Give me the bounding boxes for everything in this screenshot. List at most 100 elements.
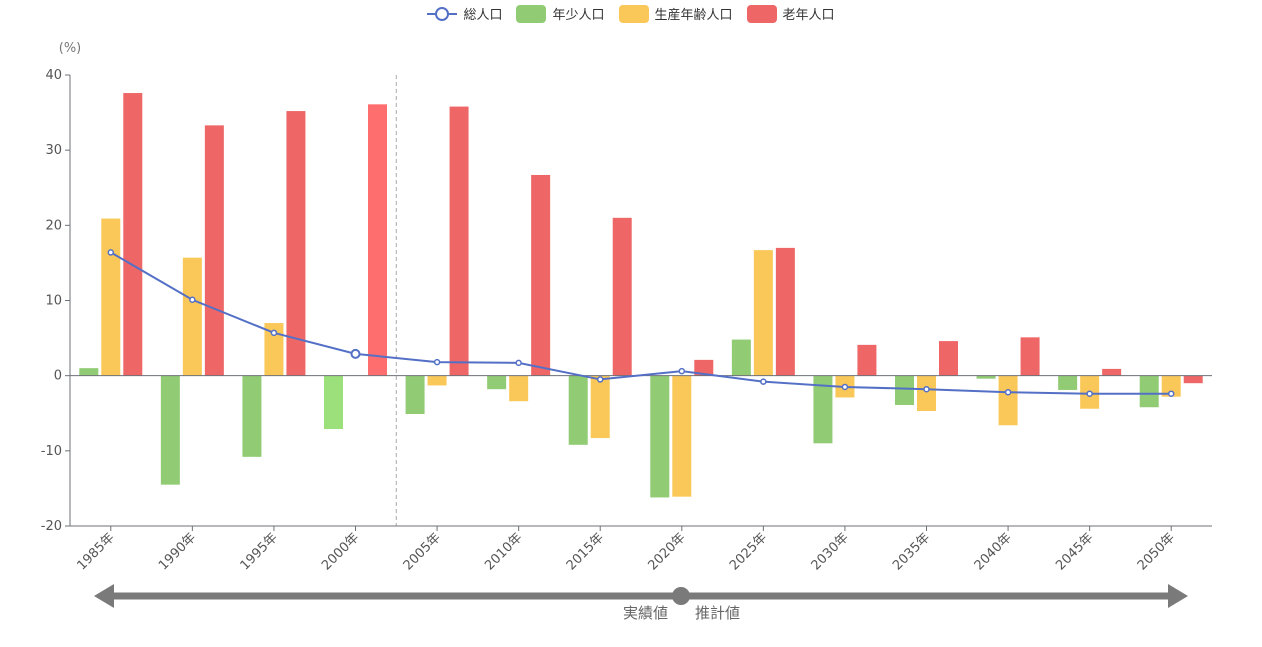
bar-working[interactable] — [264, 323, 284, 376]
total-point[interactable] — [923, 385, 930, 393]
bar-working[interactable] — [917, 375, 936, 411]
total-point[interactable] — [1167, 390, 1175, 397]
bar-elderly[interactable] — [286, 111, 306, 376]
actual-values-label: 実績値 — [623, 604, 668, 622]
legend-bar-swatch — [618, 4, 649, 23]
bar-elderly[interactable] — [1183, 375, 1203, 384]
x-tick-label: 1995年 — [238, 530, 281, 573]
bar-young[interactable] — [1058, 375, 1078, 390]
x-tick-label: 1985年 — [74, 530, 117, 573]
bar-elderly[interactable] — [939, 341, 958, 376]
bar-young[interactable] — [976, 375, 996, 379]
legend-item-elderly[interactable]: 老年人口 — [746, 4, 835, 23]
bar-elderly[interactable] — [204, 125, 224, 376]
bar-elderly[interactable] — [123, 93, 143, 376]
total-point[interactable] — [841, 383, 849, 391]
bar-young[interactable] — [160, 375, 180, 485]
bar-working[interactable] — [590, 375, 610, 439]
y-tick-label: 30 — [45, 143, 62, 158]
y-tick-label: -20 — [41, 519, 62, 534]
legend-item-total[interactable]: 総人口 — [427, 4, 502, 23]
bar-elderly[interactable] — [1102, 368, 1122, 376]
total-point[interactable] — [1004, 388, 1012, 396]
total-point[interactable] — [350, 348, 361, 359]
total-point[interactable] — [189, 296, 196, 303]
bar-young[interactable] — [650, 375, 670, 498]
bar-elderly[interactable] — [694, 359, 714, 376]
bars — [79, 93, 1203, 498]
total-point[interactable] — [596, 376, 604, 383]
legend: 総人口 年少人口 生産年齢人口 老年人口 — [0, 4, 1262, 23]
y-tick-label: 20 — [45, 218, 62, 233]
legend-label-young: 年少人口 — [552, 8, 605, 23]
total-point[interactable] — [433, 358, 441, 366]
legend-label-working: 生産年齢人口 — [654, 8, 733, 23]
bar-elderly[interactable] — [857, 344, 877, 376]
y-tick-label: 40 — [45, 68, 62, 83]
total-point[interactable] — [270, 329, 278, 337]
bar-working[interactable] — [101, 218, 121, 376]
x-tick-label: 2035年 — [890, 530, 933, 573]
y-unit-label: (%) — [59, 41, 82, 56]
total-point[interactable] — [515, 359, 522, 367]
x-tick-label: 2045年 — [1053, 530, 1096, 573]
projected-values-label: 推計値 — [695, 604, 740, 622]
total-point[interactable] — [678, 367, 686, 375]
bar-young[interactable] — [242, 375, 262, 457]
bar-working[interactable] — [672, 375, 692, 497]
bar-young[interactable] — [79, 368, 99, 376]
total-point[interactable] — [107, 249, 115, 256]
x-axis: 1985年 1990年 1995年 2000年 2005年 2010年 2015年 2020年… — [70, 375, 1212, 573]
bar-young[interactable] — [813, 375, 833, 444]
legend-line-swatch — [427, 6, 458, 21]
bar-young[interactable] — [568, 375, 588, 445]
y-tick-label: 0 — [54, 369, 62, 384]
bar-young[interactable] — [731, 339, 751, 376]
arrow-left-head — [94, 584, 114, 608]
total-line-path — [110, 251, 1172, 395]
bar-elderly[interactable] — [775, 247, 795, 376]
bar-elderly[interactable] — [449, 106, 469, 376]
arrow-right-head — [1168, 584, 1188, 608]
bar-young[interactable] — [405, 375, 425, 415]
legend-item-working[interactable]: 生産年齢人口 — [618, 4, 733, 23]
bar-working[interactable] — [509, 375, 529, 402]
bar-young[interactable] — [324, 375, 343, 430]
x-tick-label: 2025年 — [727, 530, 770, 573]
bar-elderly[interactable] — [612, 217, 632, 376]
x-tick-label: 2040年 — [972, 530, 1015, 573]
x-tick-label: 2020年 — [645, 530, 688, 573]
bar-working[interactable] — [753, 250, 773, 376]
bar-elderly[interactable] — [531, 174, 551, 376]
x-tick-label: 2010年 — [482, 530, 525, 573]
bar-elderly[interactable] — [368, 104, 387, 376]
legend-bar-swatch — [516, 4, 547, 23]
legend-bar-swatch — [746, 4, 777, 23]
x-tick-label: 2000年 — [319, 530, 362, 573]
timeline-arrow: 実績値 推計値 — [94, 584, 1188, 622]
bar-young[interactable] — [1139, 375, 1159, 408]
total-line — [107, 249, 1175, 397]
y-tick-label: -10 — [41, 444, 62, 459]
bar-young[interactable] — [487, 375, 507, 390]
timeline-marker — [672, 587, 690, 605]
x-tick-label: 2005年 — [401, 530, 444, 573]
bar-young[interactable] — [895, 375, 914, 405]
bar-working[interactable] — [998, 375, 1018, 426]
legend-item-young[interactable]: 年少人口 — [516, 4, 605, 23]
bar-working[interactable] — [1161, 375, 1181, 397]
x-tick-label: 2015年 — [564, 530, 607, 573]
legend-label-elderly: 老年人口 — [782, 8, 835, 23]
x-tick-label: 2030年 — [809, 530, 852, 573]
total-point[interactable] — [760, 378, 767, 385]
legend-label-total: 総人口 — [463, 8, 503, 23]
x-tick-label: 2050年 — [1135, 530, 1178, 573]
x-tick-label: 1990年 — [156, 530, 199, 573]
bar-working[interactable] — [427, 375, 447, 386]
bar-elderly[interactable] — [1020, 337, 1040, 376]
total-point[interactable] — [1086, 390, 1093, 397]
y-axis: -20 -10 0 10 20 30 40 — [41, 68, 71, 534]
y-tick-label: 10 — [45, 294, 62, 309]
bar-working[interactable] — [182, 257, 202, 376]
